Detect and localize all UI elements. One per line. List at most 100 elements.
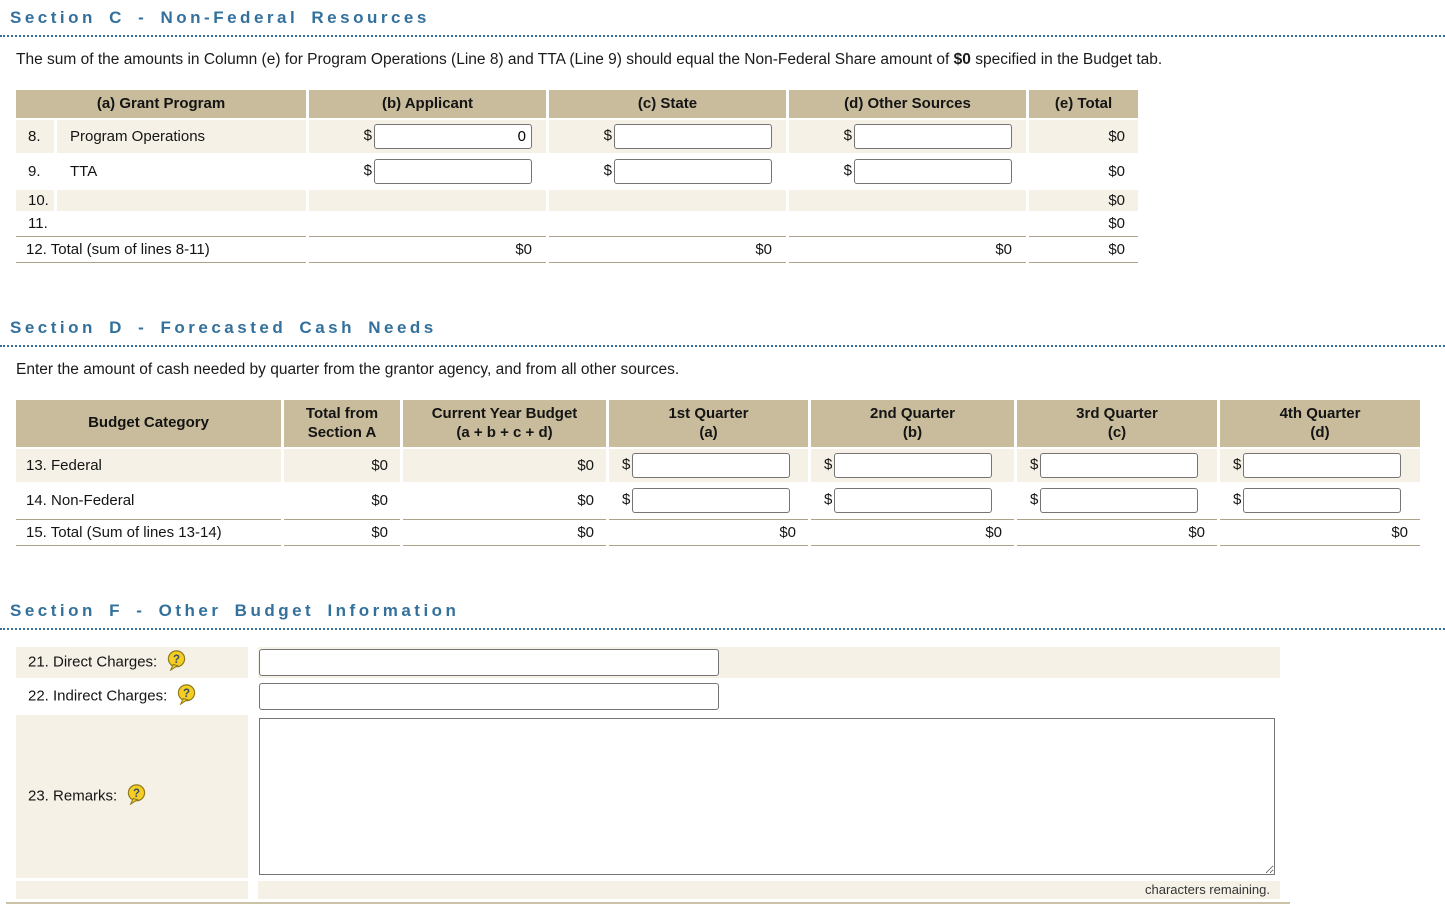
table-row-tta: 9. TTA $ $ $ $0 xyxy=(16,154,1139,188)
header-line1: Total from xyxy=(305,404,379,422)
row9-applicant-input[interactable] xyxy=(374,158,533,184)
dollar-sign: $ xyxy=(622,490,631,508)
header-line1: 2nd Quarter xyxy=(869,404,956,422)
row-total: $0 xyxy=(1029,119,1139,153)
row9-state-input[interactable] xyxy=(614,158,773,184)
q4-cell: $ xyxy=(1220,448,1420,482)
row-number: 11. xyxy=(16,212,54,234)
federal-q1-input[interactable] xyxy=(632,452,791,478)
header-line2: (d) xyxy=(1310,424,1330,441)
dollar-sign: $ xyxy=(363,161,373,179)
row9-other-sources-input[interactable] xyxy=(854,158,1013,184)
q4-cell: $ xyxy=(1220,483,1420,517)
header-line1: 4th Quarter xyxy=(1279,404,1361,422)
current-year-grand-total: $0 xyxy=(403,518,606,546)
dollar-sign: $ xyxy=(363,126,373,144)
row-label: 14. Non-Federal xyxy=(16,483,281,517)
section-d: Section D - Forecasted Cash Needs Enter … xyxy=(0,310,1445,593)
row-total: $0 xyxy=(1029,189,1139,211)
col-header-other-sources: (d) Other Sources xyxy=(789,90,1027,118)
applicant-cell xyxy=(309,212,547,234)
q1-cell: $ xyxy=(609,448,808,482)
nonfederal-q2-input[interactable] xyxy=(834,487,993,513)
row-label: TTA xyxy=(57,154,307,188)
remarks-row: 23. Remarks: ? xyxy=(16,714,1280,878)
intro-text: The sum of the amounts in Column (e) for… xyxy=(16,51,954,68)
row-number: 9. xyxy=(16,154,54,188)
header-line1: Budget Category xyxy=(88,414,209,432)
section-f: Section F - Other Budget Information 21.… xyxy=(0,593,1445,904)
characters-remaining-row: characters remaining. xyxy=(16,880,1280,899)
indirect-charges-input[interactable] xyxy=(259,682,719,710)
indirect-charges-input-cell xyxy=(258,680,1280,712)
dollar-sign: $ xyxy=(1233,455,1242,473)
q3-cell: $ xyxy=(1017,483,1217,517)
table-row-11: 11. $0 xyxy=(16,212,1139,234)
other-budget-information-table: 21. Direct Charges: ? 22. Indirect Charg… xyxy=(6,644,1290,904)
total-row-label: 15. Total (Sum of lines 13-14) xyxy=(16,518,281,546)
nonfederal-q3-input[interactable] xyxy=(1040,487,1199,513)
header-line2: (b) xyxy=(902,424,923,441)
non-federal-resources-table: (a) Grant Program (b) Applicant (c) Stat… xyxy=(13,88,1141,265)
header-line1: 3rd Quarter xyxy=(1076,404,1158,422)
row-label: 13. Federal xyxy=(16,448,281,482)
col-header-total: (e) Total xyxy=(1029,90,1139,118)
nonfederal-share-amount: $0 xyxy=(953,51,971,68)
help-icon[interactable]: ? xyxy=(126,783,147,809)
q3-cell: $ xyxy=(1017,448,1217,482)
header-line1: 1st Quarter xyxy=(668,404,749,422)
footer-spacer-cell xyxy=(16,880,248,899)
dollar-sign: $ xyxy=(843,126,853,144)
dollar-sign: $ xyxy=(824,490,833,508)
col-header-state: (c) State xyxy=(549,90,787,118)
applicant-cell: $ xyxy=(309,154,547,188)
q1-cell: $ xyxy=(609,483,808,517)
table-row-program-operations: 8. Program Operations $ $ $ $0 xyxy=(16,119,1139,153)
other-sources-total: $0 xyxy=(789,235,1027,263)
dollar-sign: $ xyxy=(1030,490,1039,508)
table-header-row: Budget Category Total from Section A Curr… xyxy=(16,399,1420,447)
intro-text: specified in the Budget tab. xyxy=(970,51,1163,68)
indirect-charges-label-cell: 22. Indirect Charges: ? xyxy=(16,680,248,712)
section-c-heading: Section C - Non-Federal Resources xyxy=(0,0,1445,37)
federal-q3-input[interactable] xyxy=(1040,452,1199,478)
header-line2: (c) xyxy=(1107,424,1127,441)
current-year-total: $0 xyxy=(403,483,606,517)
svg-text:?: ? xyxy=(133,788,140,800)
row8-state-input[interactable] xyxy=(614,123,773,149)
federal-q2-input[interactable] xyxy=(834,452,993,478)
dollar-sign: $ xyxy=(1030,455,1039,473)
q4-total: $0 xyxy=(1220,518,1420,546)
section-a-total: $0 xyxy=(284,448,400,482)
svg-text:?: ? xyxy=(173,654,180,666)
row-label: Program Operations xyxy=(57,119,307,153)
help-icon[interactable]: ? xyxy=(176,683,197,709)
row-total: $0 xyxy=(1029,212,1139,234)
row8-applicant-input[interactable] xyxy=(374,123,533,149)
remarks-textarea-cell xyxy=(258,714,1280,878)
field-label: 23. Remarks: xyxy=(28,786,118,804)
header-line2: (a) xyxy=(699,424,718,441)
q2-total: $0 xyxy=(811,518,1014,546)
nonfederal-q4-input[interactable] xyxy=(1243,487,1402,513)
federal-q4-input[interactable] xyxy=(1243,452,1402,478)
remarks-textarea[interactable] xyxy=(259,717,1275,875)
col-header-grant-program: (a) Grant Program xyxy=(16,90,307,118)
other-sources-cell xyxy=(789,189,1027,211)
direct-charges-input[interactable] xyxy=(259,648,719,676)
field-label: 21. Direct Charges: xyxy=(28,652,158,670)
row-total: $0 xyxy=(1029,154,1139,188)
direct-charges-input-cell xyxy=(258,646,1280,678)
row8-other-sources-input[interactable] xyxy=(854,123,1013,149)
dollar-sign: $ xyxy=(843,161,853,179)
help-icon[interactable]: ? xyxy=(166,649,187,675)
header-line2: (a + b + c + d) xyxy=(456,424,553,441)
q3-total: $0 xyxy=(1017,518,1217,546)
row-label xyxy=(57,189,307,211)
nonfederal-q1-input[interactable] xyxy=(632,487,791,513)
col-header-budget-category: Budget Category xyxy=(16,399,281,447)
col-header-q2: 2nd Quarter (b) xyxy=(811,399,1014,447)
col-header-total-section-a: Total from Section A xyxy=(284,399,400,447)
state-cell xyxy=(549,212,787,234)
direct-charges-label-cell: 21. Direct Charges: ? xyxy=(16,646,248,678)
